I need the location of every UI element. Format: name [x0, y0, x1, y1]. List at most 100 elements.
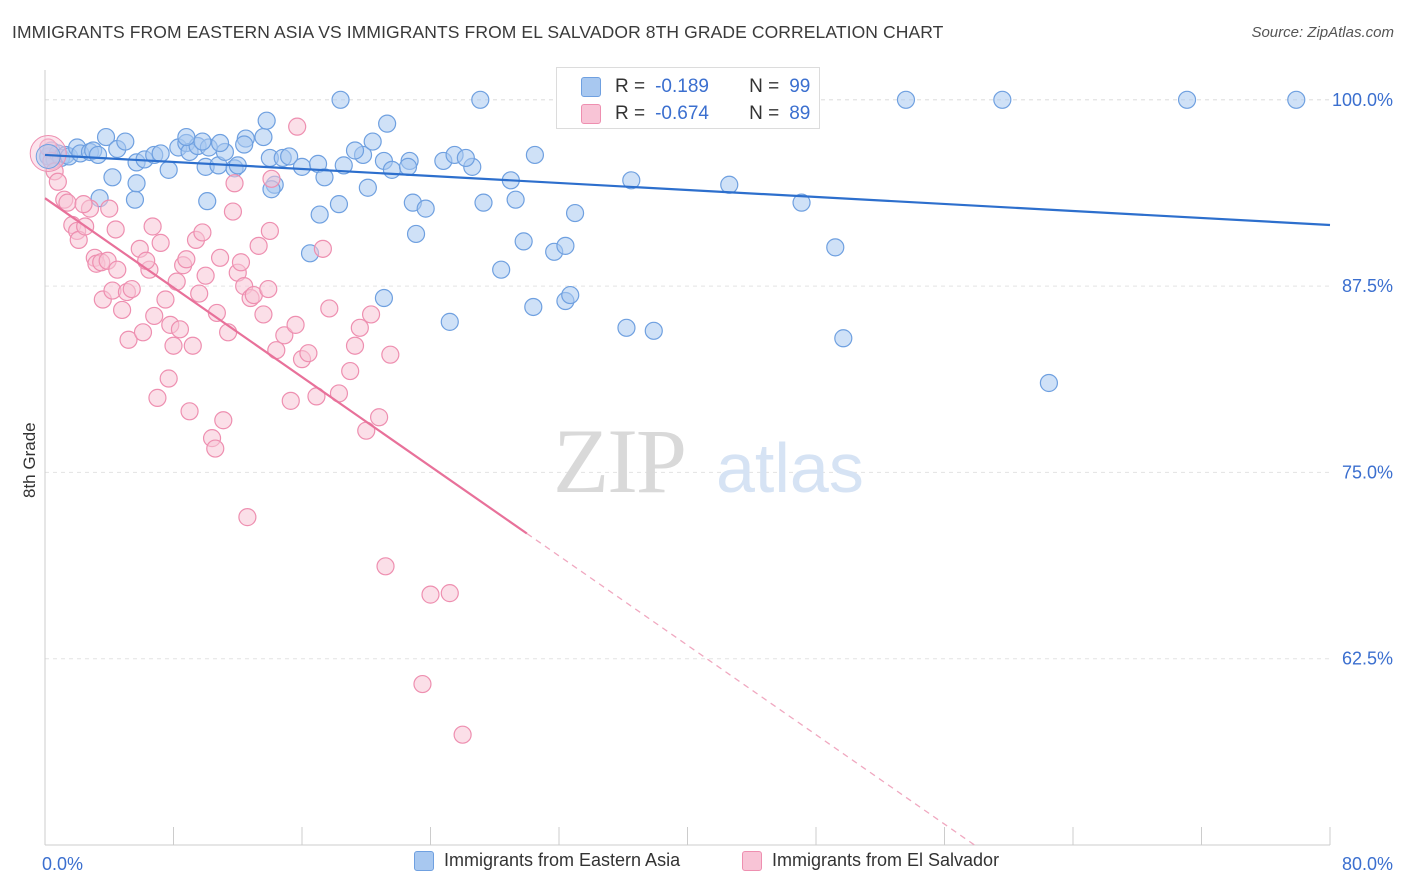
stats-r-value: -0.189	[655, 76, 709, 97]
data-point	[190, 284, 209, 303]
data-point	[262, 169, 281, 188]
data-point	[456, 148, 475, 168]
data-point	[514, 232, 533, 251]
data-point	[112, 300, 132, 320]
data-point	[565, 203, 585, 223]
data-point	[257, 111, 276, 130]
legend-swatch-el-salvador	[742, 850, 762, 871]
watermark-atlas: atlas	[716, 429, 864, 507]
x-tick-labels: 0.0% 80.0%	[42, 854, 1393, 874]
data-point	[350, 318, 369, 337]
data-point	[164, 336, 183, 355]
data-point	[524, 297, 543, 317]
data-point	[249, 236, 268, 255]
data-point	[193, 223, 212, 242]
data-point	[214, 411, 233, 430]
data-point	[440, 312, 459, 331]
data-point	[315, 168, 334, 187]
data-point	[106, 220, 125, 239]
stats-n-label: N =	[749, 76, 780, 97]
y-tick-labels: 62.5% 75.0% 87.5% 100.0%	[1332, 90, 1393, 669]
data-point	[292, 157, 312, 176]
data-point	[313, 239, 332, 258]
data-point	[382, 160, 402, 179]
data-point	[177, 127, 196, 147]
data-point	[1039, 373, 1059, 393]
data-point	[88, 145, 108, 165]
stats-r-label: R =	[615, 76, 646, 97]
data-point	[119, 330, 138, 349]
data-point	[413, 674, 432, 694]
data-point	[210, 133, 230, 153]
data-point	[453, 725, 472, 744]
data-point	[103, 168, 122, 187]
y-tick-label: 75.0%	[1342, 462, 1393, 482]
data-point	[137, 251, 156, 270]
data-point	[381, 345, 400, 364]
data-point	[826, 238, 845, 257]
data-point	[183, 336, 202, 355]
data-point	[156, 290, 175, 309]
data-point	[622, 171, 641, 190]
data-point	[288, 117, 307, 136]
data-point	[108, 260, 127, 279]
data-point	[341, 361, 360, 381]
trend-lines	[44, 153, 1331, 848]
data-point	[280, 147, 299, 166]
stats-r-value: -0.674	[655, 103, 709, 124]
data-point	[159, 369, 178, 388]
data-point	[416, 199, 435, 218]
data-point	[398, 157, 418, 176]
data-point	[561, 285, 580, 305]
data-point	[320, 299, 339, 318]
data-point	[345, 336, 365, 355]
data-point	[122, 279, 141, 299]
data-point	[151, 233, 170, 252]
legend-label-el-salvador: Immigrants from El Salvador	[772, 850, 1000, 870]
data-point	[281, 391, 300, 410]
watermark: ZIP atlas	[553, 410, 864, 512]
data-point	[193, 132, 212, 151]
data-point	[358, 178, 377, 197]
data-point	[492, 260, 511, 279]
data-point	[644, 321, 663, 340]
data-point	[167, 272, 186, 291]
data-point	[361, 305, 381, 324]
data-point	[525, 145, 545, 165]
data-point	[331, 90, 350, 109]
data-point	[556, 236, 575, 255]
data-point	[440, 584, 459, 603]
data-point	[374, 288, 394, 308]
watermark-zip: ZIP	[553, 410, 685, 512]
data-point	[177, 250, 196, 269]
data-point	[334, 156, 353, 175]
y-tick-label: 87.5%	[1342, 276, 1393, 296]
data-point	[159, 160, 178, 179]
source-label: Source: ZipAtlas.com	[1251, 24, 1394, 41]
data-point	[145, 306, 164, 326]
data-point	[363, 132, 382, 151]
data-point	[223, 202, 243, 221]
stats-swatch-eastern-asia	[581, 77, 601, 97]
data-point	[100, 199, 119, 218]
trend-line-el-salvador	[44, 197, 528, 535]
data-point	[48, 172, 67, 191]
data-point	[617, 318, 636, 337]
chart-legend: Immigrants from Eastern Asia Immigrants …	[0, 850, 1406, 880]
data-point	[993, 90, 1012, 109]
data-point	[259, 279, 278, 299]
data-point	[235, 135, 254, 154]
data-point	[170, 320, 190, 339]
data-point	[406, 224, 426, 244]
data-point	[1287, 90, 1306, 109]
data-point	[329, 195, 349, 214]
y-tick-label: 100.0%	[1332, 90, 1393, 110]
data-point	[378, 114, 397, 133]
legend-item-el-salvador[interactable]: Immigrants from El Salvador	[742, 850, 999, 871]
data-point	[421, 585, 440, 604]
data-point	[127, 174, 146, 193]
data-point	[896, 90, 916, 109]
legend-item-eastern-asia[interactable]: Immigrants from Eastern Asia	[414, 850, 680, 871]
data-point	[151, 144, 170, 163]
